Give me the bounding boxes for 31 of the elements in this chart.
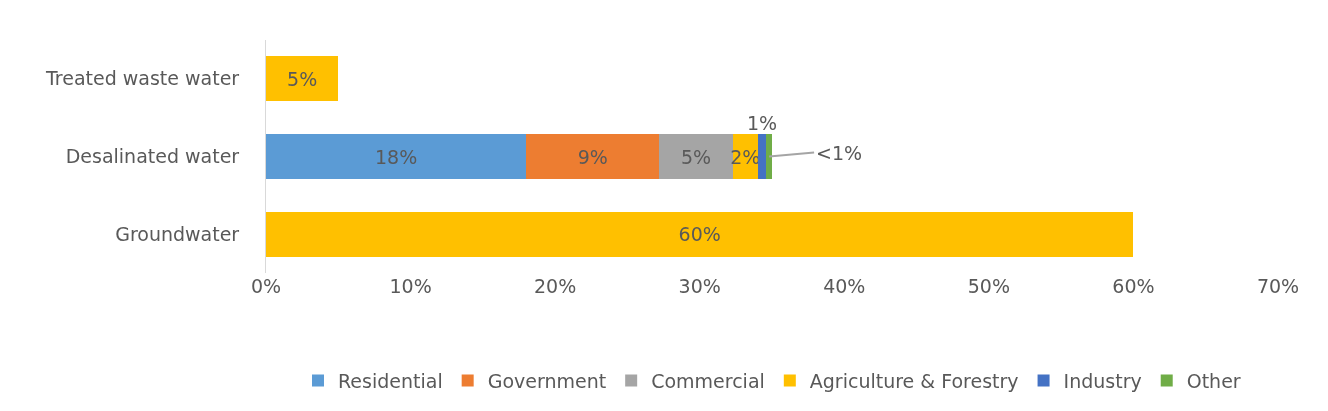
bar [766,133,772,180]
data-label: 18% [375,145,418,168]
legend-label: Government [487,369,607,392]
x-tick-label: 50% [967,275,1010,297]
bar [266,133,527,180]
bar [659,133,733,180]
data-label: 60% [678,223,721,246]
x-tick-label: 10% [389,275,432,297]
legend-label: Industry [1063,369,1142,392]
data-label: 9% [577,145,608,168]
bar [526,133,660,180]
x-tick-label: 20% [534,275,577,297]
legend-label: Agriculture & Forestry [809,369,1019,392]
bar [757,133,767,180]
y-tick-label: Groundwater [115,222,240,245]
legend-label: Other [1186,369,1241,392]
bar [266,211,1134,257]
x-tick-label: 60% [1112,275,1155,297]
x-tick-label: 70% [1256,275,1300,297]
bar [266,56,339,102]
y-tick-label: Treated waste water [45,67,240,90]
data-label: <1% [816,142,863,164]
legend-label: Residential [338,369,443,392]
legend-label: Commercial [651,369,765,392]
data-label: 5% [681,145,712,168]
y-tick-label: Desalinated water [65,145,240,168]
x-tick-label: 0% [250,275,282,297]
data-label: 1% [747,112,778,134]
x-tick-label: 40% [823,275,866,297]
x-tick-label: 30% [678,275,721,297]
data-label: 5% [287,67,318,90]
